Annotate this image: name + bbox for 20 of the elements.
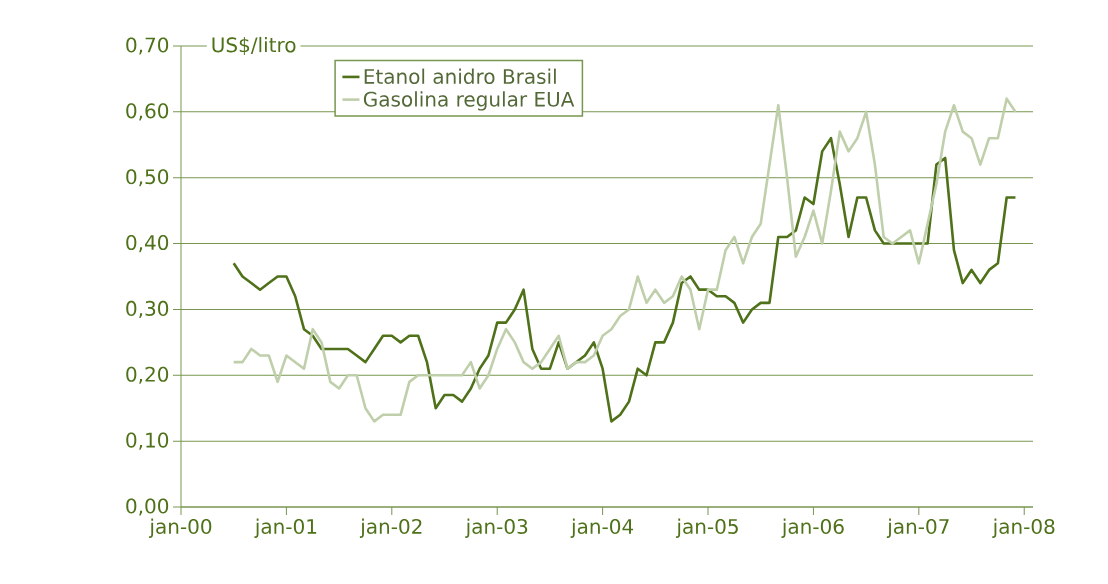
x-tick-label: jan-03 (465, 518, 528, 538)
x-tick-label: jan-04 (570, 518, 634, 538)
x-tick-label: jan-08 (992, 518, 1055, 538)
y-tick-label: 0,40 (126, 234, 169, 253)
legend-label: Gasolina regular EUA (363, 91, 575, 111)
x-tick-label: jan-07 (886, 518, 949, 538)
x-tick-label: jan-05 (676, 518, 738, 538)
y-tick-label: 0,10 (126, 432, 169, 450)
x-tick-label: jan-02 (359, 518, 422, 538)
x-tick-label: jan-06 (781, 518, 844, 538)
y-tick-label: 0,20 (126, 366, 169, 384)
y-tick-label: 0,30 (126, 300, 169, 319)
y-tick-label: 0,00 (126, 498, 169, 516)
legend-label: Etanol anidro Brasil (364, 68, 556, 85)
y-tick-label: 0,60 (126, 103, 169, 121)
x-tick-label: jan-01 (254, 518, 317, 538)
y-tick-label: 0,70 (126, 37, 169, 55)
y-axis-title: US$/litro (212, 36, 296, 56)
x-tick-label: jan-00 (149, 518, 212, 538)
y-tick-label: 0,50 (126, 169, 169, 187)
